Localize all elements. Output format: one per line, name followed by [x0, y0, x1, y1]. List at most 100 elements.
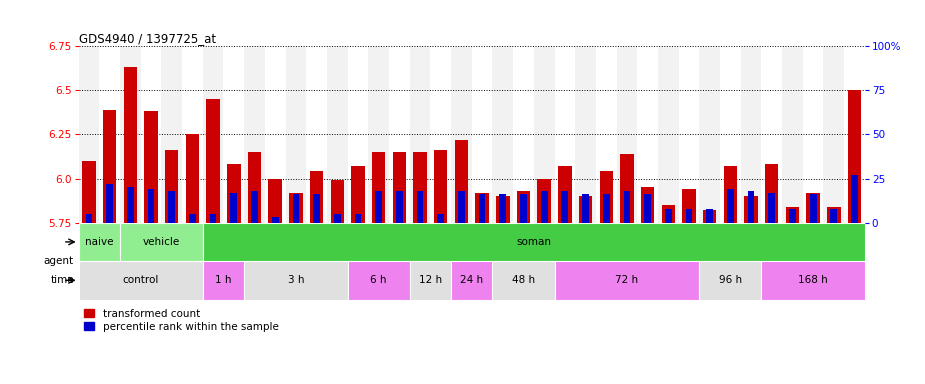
- Bar: [765, 164, 779, 223]
- Bar: [745, 196, 758, 223]
- Bar: [186, 134, 199, 223]
- Bar: [747, 191, 755, 223]
- Bar: [410, 261, 451, 300]
- Bar: [206, 99, 220, 223]
- Bar: [127, 187, 134, 223]
- Text: 6 h: 6 h: [370, 275, 387, 285]
- Bar: [513, 46, 534, 223]
- Bar: [534, 46, 554, 223]
- Bar: [496, 196, 510, 223]
- Bar: [438, 214, 444, 223]
- Bar: [268, 179, 282, 223]
- Text: agent: agent: [43, 256, 74, 266]
- Bar: [658, 46, 679, 223]
- Bar: [769, 193, 775, 223]
- Bar: [248, 152, 261, 223]
- Bar: [472, 46, 492, 223]
- Bar: [554, 261, 699, 300]
- Bar: [99, 46, 120, 223]
- Bar: [741, 46, 761, 223]
- Bar: [807, 193, 820, 223]
- Bar: [265, 46, 286, 223]
- Text: soman: soman: [516, 237, 551, 247]
- Bar: [224, 46, 244, 223]
- Bar: [479, 194, 486, 223]
- Bar: [683, 189, 696, 223]
- Bar: [86, 214, 93, 223]
- Bar: [620, 154, 634, 223]
- Bar: [227, 164, 240, 223]
- Bar: [144, 111, 158, 223]
- Bar: [189, 214, 196, 223]
- Bar: [182, 46, 203, 223]
- Bar: [517, 191, 530, 223]
- Bar: [372, 152, 386, 223]
- Bar: [389, 46, 410, 223]
- Bar: [306, 46, 327, 223]
- Bar: [579, 196, 592, 223]
- Text: GDS4940 / 1397725_at: GDS4940 / 1397725_at: [79, 32, 216, 45]
- Bar: [348, 46, 368, 223]
- Bar: [106, 184, 113, 223]
- Bar: [679, 46, 699, 223]
- Bar: [723, 166, 737, 223]
- Bar: [165, 150, 179, 223]
- Bar: [79, 46, 99, 223]
- Bar: [699, 261, 761, 300]
- Bar: [310, 172, 324, 223]
- Bar: [541, 191, 548, 223]
- Bar: [161, 46, 182, 223]
- Bar: [458, 191, 464, 223]
- Bar: [230, 193, 237, 223]
- Bar: [644, 194, 651, 223]
- Bar: [665, 209, 672, 223]
- Bar: [789, 209, 796, 223]
- Bar: [727, 189, 734, 223]
- Bar: [290, 193, 302, 223]
- Bar: [617, 46, 637, 223]
- Text: 48 h: 48 h: [512, 275, 535, 285]
- Bar: [661, 205, 675, 223]
- Bar: [368, 46, 389, 223]
- Bar: [455, 140, 468, 223]
- Text: time: time: [50, 275, 74, 285]
- Bar: [623, 191, 630, 223]
- Bar: [761, 46, 783, 223]
- Bar: [79, 261, 203, 300]
- Bar: [327, 46, 348, 223]
- Bar: [785, 207, 799, 223]
- Text: naive: naive: [85, 237, 114, 247]
- Bar: [492, 46, 513, 223]
- Bar: [558, 166, 572, 223]
- Bar: [520, 194, 527, 223]
- Bar: [827, 207, 841, 223]
- Bar: [603, 194, 610, 223]
- Text: 1 h: 1 h: [216, 275, 231, 285]
- Bar: [685, 209, 693, 223]
- Bar: [141, 46, 161, 223]
- Bar: [809, 194, 817, 223]
- Bar: [703, 210, 717, 223]
- Bar: [582, 194, 589, 223]
- Bar: [707, 209, 713, 223]
- Bar: [851, 175, 857, 223]
- Bar: [103, 110, 117, 223]
- Bar: [831, 209, 837, 223]
- Bar: [272, 217, 278, 223]
- Bar: [413, 152, 426, 223]
- Bar: [823, 46, 845, 223]
- Bar: [376, 191, 382, 223]
- Bar: [599, 172, 613, 223]
- Bar: [314, 194, 320, 223]
- Legend: transformed count, percentile rank within the sample: transformed count, percentile rank withi…: [84, 309, 278, 332]
- Text: control: control: [122, 275, 159, 285]
- Bar: [148, 189, 154, 223]
- Bar: [120, 46, 141, 223]
- Bar: [451, 46, 472, 223]
- Bar: [500, 194, 506, 223]
- Bar: [537, 179, 551, 223]
- Text: 12 h: 12 h: [419, 275, 442, 285]
- Bar: [396, 191, 402, 223]
- Bar: [334, 214, 340, 223]
- Bar: [203, 223, 865, 261]
